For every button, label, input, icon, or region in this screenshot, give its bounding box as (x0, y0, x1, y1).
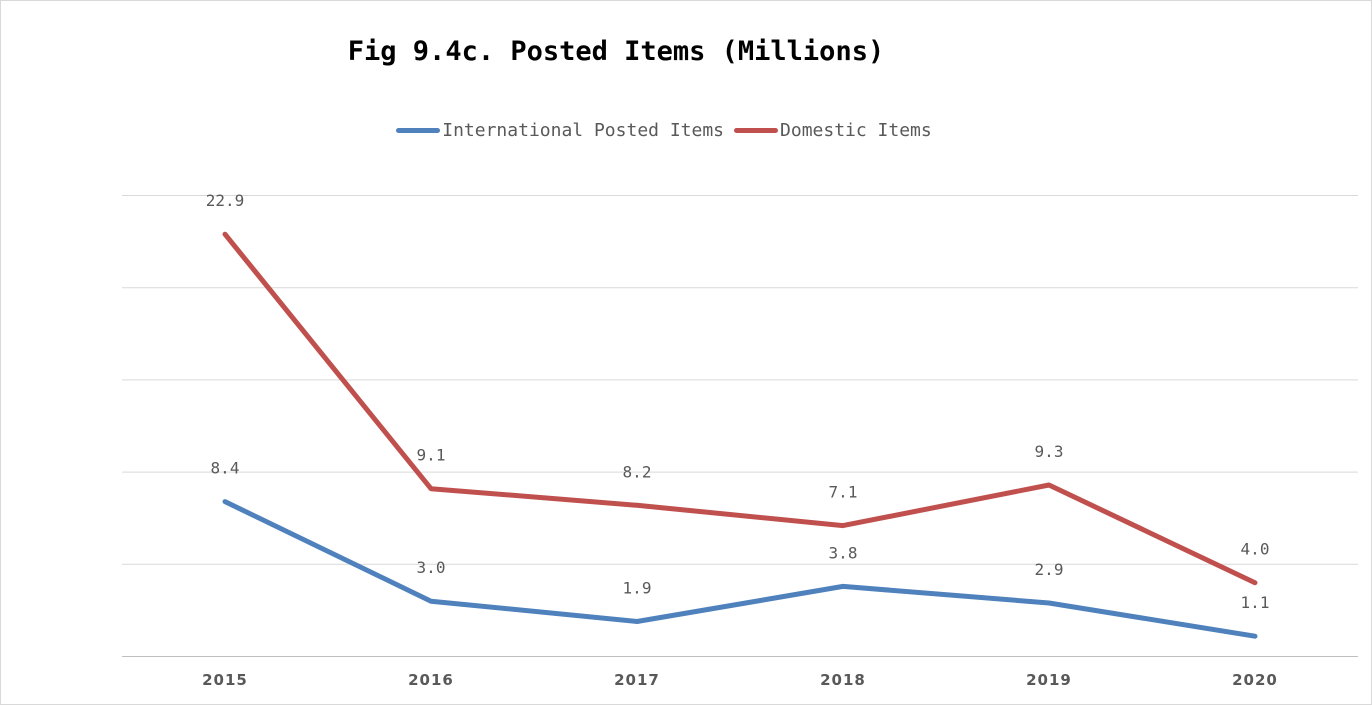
x-tick-label: 2018 (820, 671, 866, 689)
legend-item-international: International Posted Items (396, 120, 724, 141)
data-label-domestic: 9.3 (1035, 442, 1064, 461)
data-label-domestic: 9.1 (417, 446, 446, 465)
data-label-international: 2.9 (1035, 560, 1064, 579)
chart-title: Fig 9.4c. Posted Items (Millions) (347, 36, 885, 67)
x-tick-label: 2017 (614, 671, 660, 689)
legend-item-domestic: Domestic Items (734, 120, 932, 141)
series-line-domestic (222, 231, 1258, 586)
data-label-domestic: 7.1 (829, 483, 858, 502)
legend-label-domestic: Domestic Items (780, 120, 932, 141)
data-label-international: 8.4 (211, 459, 240, 478)
legend-label-international: International Posted Items (442, 120, 725, 141)
data-label-international: 1.9 (623, 578, 652, 597)
data-label-international: 1.1 (1241, 593, 1270, 612)
data-label-domestic: 8.2 (623, 462, 652, 481)
x-tick-label: 2015 (202, 671, 248, 689)
legend-swatch-international (396, 128, 441, 133)
x-tick-label: 2019 (1026, 671, 1072, 689)
data-label-domestic: 22.9 (206, 191, 245, 210)
x-tick-label: 2016 (408, 671, 454, 689)
chart-legend: International Posted Items Domestic Item… (0, 120, 1350, 141)
legend-swatch-domestic (734, 128, 779, 133)
data-label-international: 3.8 (829, 543, 858, 562)
data-label-international: 3.0 (417, 558, 446, 577)
x-tick-label: 2020 (1232, 671, 1278, 689)
series-line-international (222, 499, 1258, 639)
data-label-domestic: 4.0 (1241, 540, 1270, 559)
